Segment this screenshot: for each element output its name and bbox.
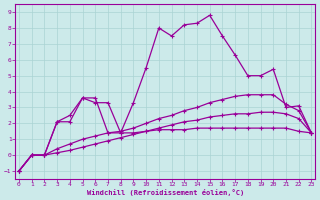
- X-axis label: Windchill (Refroidissement éolien,°C): Windchill (Refroidissement éolien,°C): [87, 189, 244, 196]
